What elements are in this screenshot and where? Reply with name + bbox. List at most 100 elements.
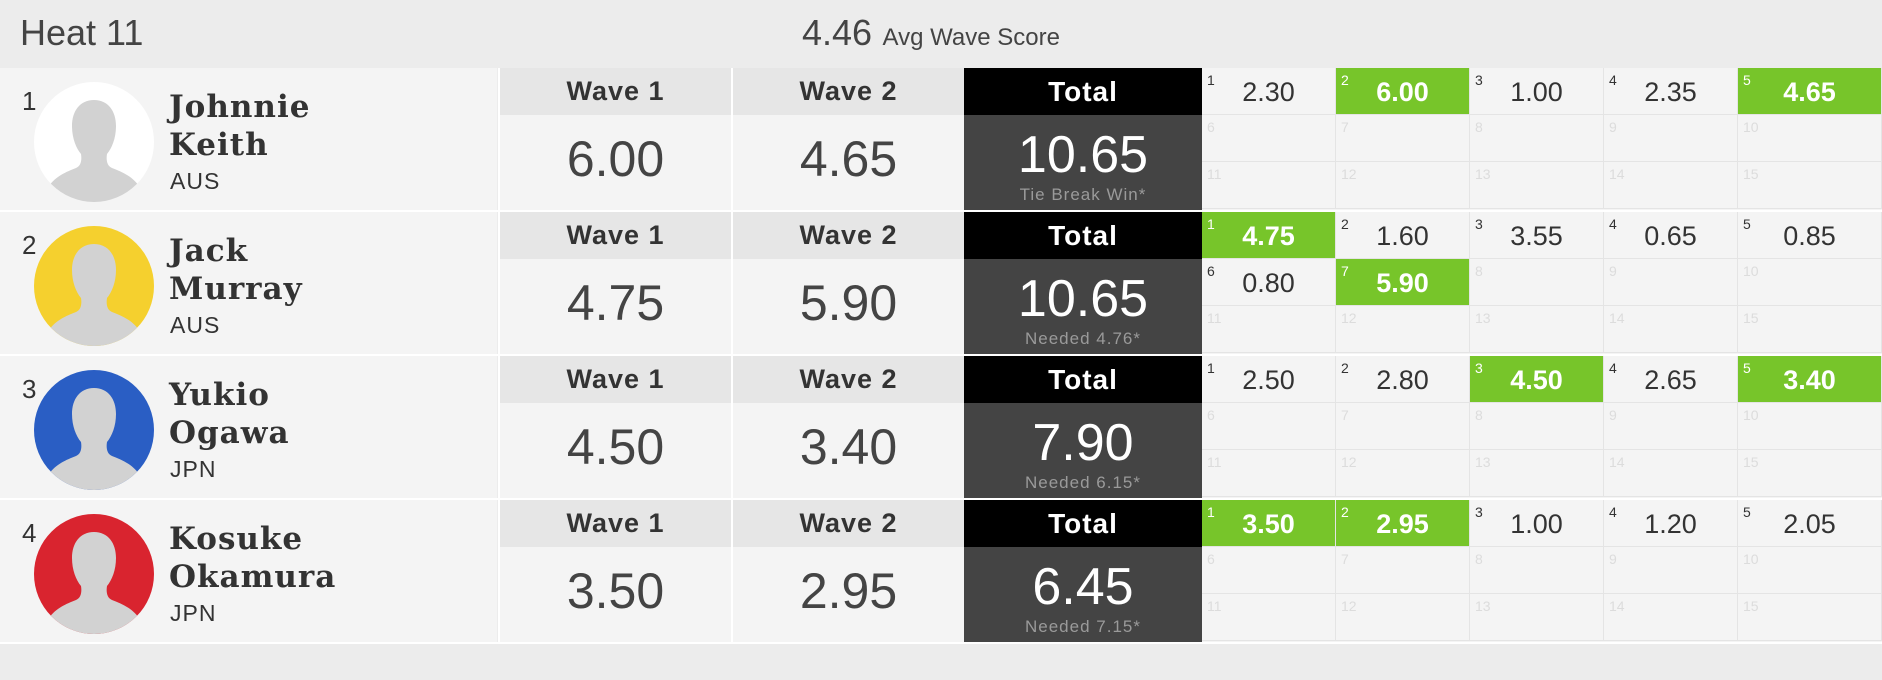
wave-number: 7 (1341, 551, 1349, 567)
surfer-rank: 1 (22, 86, 37, 116)
wave-number: 1 (1207, 360, 1215, 376)
wave1-column: Wave 1 6.00 (498, 68, 731, 210)
wave-number: 13 (1475, 310, 1491, 326)
wave-score: 2.95 (1376, 509, 1429, 539)
surfer-rows: 1 Johnnie Keith AUS Wave 1 6.00 Wave 2 4.65 Tota… (0, 68, 1882, 644)
wave-cell: 7 (1336, 115, 1470, 162)
wave-cell: 4 2.35 (1604, 68, 1738, 115)
wave1-score: 6.00 (566, 131, 665, 187)
wave2-column: Wave 2 3.40 (731, 356, 964, 498)
wave-number: 11 (1207, 598, 1222, 614)
wave-number: 13 (1475, 166, 1491, 182)
wave-cell: 10 (1738, 403, 1882, 450)
wave-cell: 8 (1470, 547, 1604, 594)
wave-score: 2.50 (1242, 365, 1295, 395)
wave-number: 8 (1475, 119, 1483, 135)
wave-number: 9 (1609, 407, 1617, 423)
wave-cell: 9 (1604, 403, 1738, 450)
wave-score: 0.65 (1644, 221, 1697, 251)
wave-score: 3.40 (1783, 365, 1836, 395)
wave-number: 8 (1475, 263, 1483, 279)
wave-cell: 4 2.65 (1604, 356, 1738, 403)
wave-cell: 11 (1202, 162, 1336, 209)
wave-number: 1 (1207, 504, 1215, 520)
total-note: Needed 4.76* (1025, 329, 1141, 348)
person-silhouette-icon (49, 532, 139, 634)
wave-number: 11 (1207, 166, 1222, 182)
wave-number: 3 (1475, 216, 1483, 232)
wave-score: 1.00 (1510, 509, 1563, 539)
wave-cell: 4 0.65 (1604, 212, 1738, 259)
wave2-score: 3.40 (799, 419, 898, 475)
wave-cell: 13 (1470, 594, 1604, 641)
wave-number: 12 (1341, 166, 1357, 182)
wave-cell: 7 5.90 (1336, 259, 1470, 306)
wave-score: 1.20 (1644, 509, 1697, 539)
wave-score: 3.50 (1242, 509, 1295, 539)
wave-number: 15 (1743, 598, 1759, 614)
wave-number: 10 (1743, 119, 1759, 135)
wave-cell: 7 (1336, 403, 1470, 450)
wave-number: 1 (1207, 72, 1215, 88)
wave-cell: 6 0.80 (1202, 259, 1336, 306)
wave-number: 6 (1207, 119, 1215, 135)
surfer-country: JPN (170, 600, 217, 626)
wave-number: 13 (1475, 454, 1491, 470)
surfer-info: 4 Kosuke Okamura JPN (0, 500, 497, 642)
wave-grid: 1 4.75 2 1.60 3 3.55 4 0.65 5 0.85 6 0.80 7 5.90 8 9 10 1… (1202, 212, 1882, 354)
wave-cell: 2 2.80 (1336, 356, 1470, 403)
wave-score: 2.35 (1644, 77, 1697, 107)
wave2-header: Wave 2 (733, 212, 964, 259)
wave-cell: 9 (1604, 115, 1738, 162)
wave-number: 6 (1207, 407, 1215, 423)
surfer-last-name: Ogawa (169, 415, 290, 451)
wave-cell: 6 (1202, 403, 1336, 450)
wave-cell: 2 2.95 (1336, 500, 1470, 547)
wave-score: 5.90 (1376, 268, 1429, 298)
wave-grid: 1 2.30 2 6.00 3 1.00 4 2.35 5 4.65 6 7 8 9 10 11 12 13 14 1… (1202, 68, 1882, 210)
wave-number: 4 (1609, 216, 1617, 232)
surfer-first-name: Yukio (169, 377, 270, 413)
wave1-score: 3.50 (566, 563, 665, 619)
wave-cell: 9 (1604, 547, 1738, 594)
surfer-info: 1 Johnnie Keith AUS (0, 68, 497, 210)
wave-cell: 14 (1604, 162, 1738, 209)
wave-number: 7 (1341, 407, 1349, 423)
wave-number: 4 (1609, 504, 1617, 520)
wave-number: 10 (1743, 407, 1759, 423)
wave-score: 2.05 (1783, 509, 1836, 539)
wave-number: 3 (1475, 72, 1483, 88)
surfer-name: Johnnie Keith (169, 88, 310, 164)
wave-cell: 8 (1470, 403, 1604, 450)
wave-number: 2 (1341, 360, 1349, 376)
wave-number: 3 (1475, 504, 1483, 520)
wave-cell: 13 (1470, 162, 1604, 209)
surfer-last-name: Murray (169, 271, 303, 307)
wave-cell: 7 (1336, 547, 1470, 594)
total-header: Total (964, 356, 1202, 403)
total-score: 10.65 (1017, 126, 1149, 184)
wave-cell: 15 (1738, 594, 1882, 641)
wave-number: 12 (1341, 598, 1357, 614)
wave-number: 8 (1475, 551, 1483, 567)
wave-cell: 3 1.00 (1470, 68, 1604, 115)
wave-number: 14 (1609, 598, 1625, 614)
wave-cell: 13 (1470, 306, 1604, 353)
wave1-column: Wave 1 4.50 (498, 356, 731, 498)
wave-cell: 5 4.65 (1738, 68, 1882, 115)
wave-cell: 4 1.20 (1604, 500, 1738, 547)
wave-number: 9 (1609, 551, 1617, 567)
wave-number: 2 (1341, 72, 1349, 88)
wave-number: 13 (1475, 598, 1491, 614)
wave2-header: Wave 2 (733, 500, 964, 547)
surfer-info: 2 Jack Murray AUS (0, 212, 497, 354)
wave-cell: 1 2.30 (1202, 68, 1336, 115)
wave-cell: 1 2.50 (1202, 356, 1336, 403)
surfer-row: 1 Johnnie Keith AUS Wave 1 6.00 Wave 2 4.65 Tota… (0, 68, 1882, 212)
wave-cell: 13 (1470, 450, 1604, 497)
avatar (34, 82, 154, 202)
wave-number: 5 (1743, 504, 1751, 520)
wave-number: 2 (1341, 216, 1349, 232)
wave-number: 1 (1207, 216, 1215, 232)
wave-number: 8 (1475, 407, 1483, 423)
